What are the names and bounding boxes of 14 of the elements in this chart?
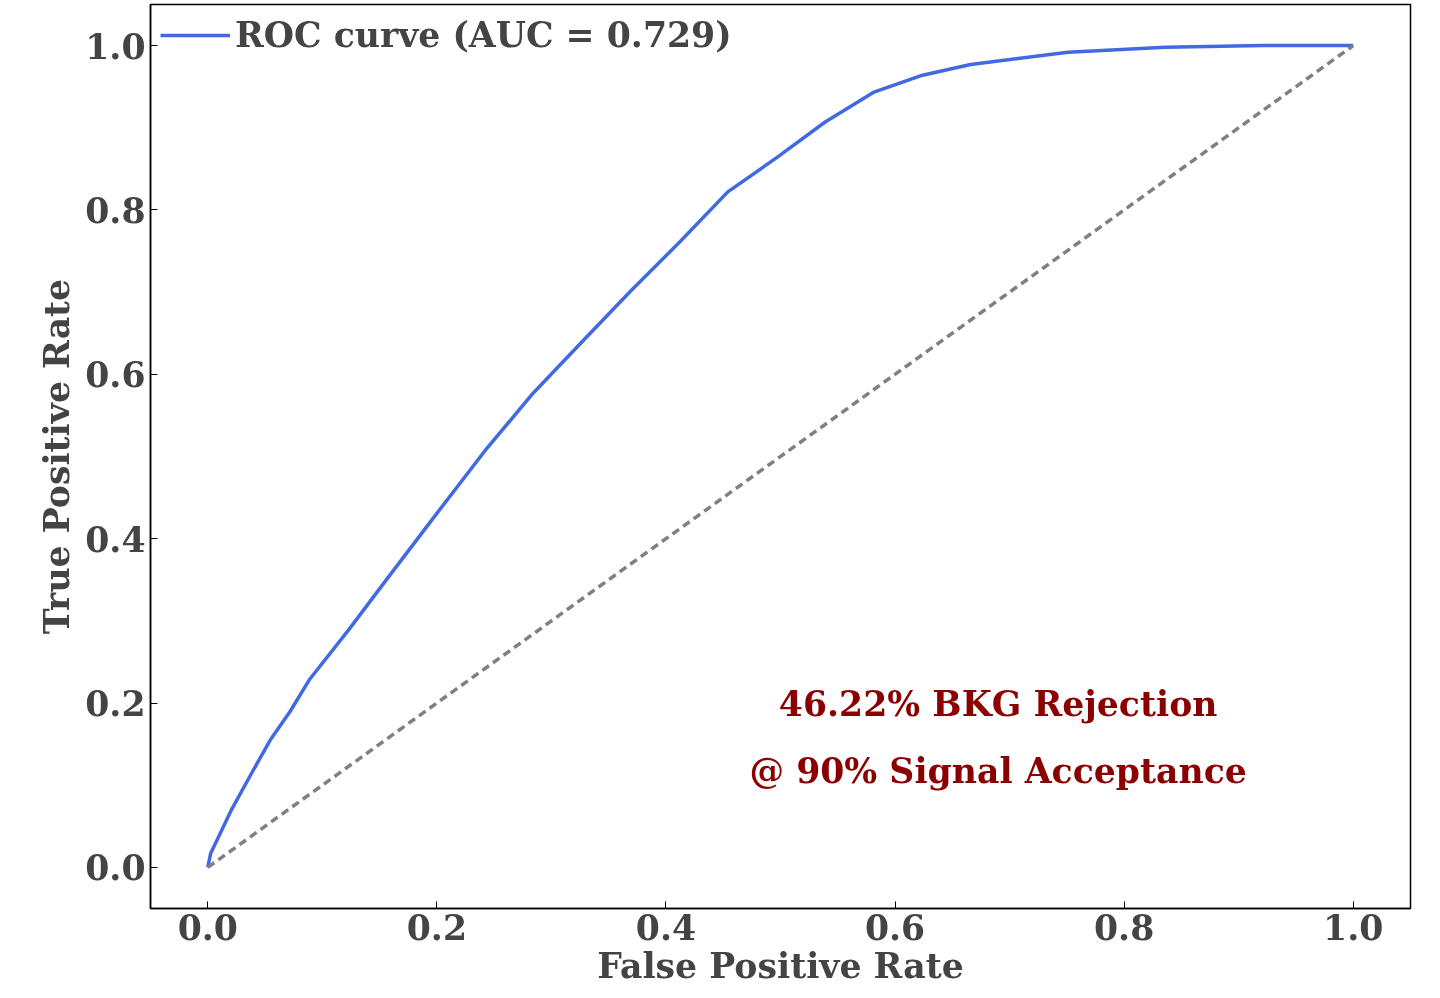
annotation: 46.22% BKG Rejection <box>778 682 1218 724</box>
y-tick-label: 0.2 <box>85 683 146 725</box>
annotation: @ 90% Signal Acceptance <box>749 749 1247 791</box>
y-tick-label: 1.0 <box>85 25 146 67</box>
legend-label: ROC curve (AUC = 0.729) <box>235 14 732 55</box>
y-tick-label: 0.8 <box>85 189 146 231</box>
y-tick-label: 0.4 <box>85 518 146 560</box>
x-tick-label: 0.2 <box>406 906 468 948</box>
x-tick-label: 0.0 <box>177 906 238 948</box>
x-tick-label: 1.0 <box>1323 906 1384 948</box>
x-tick-label: 0.8 <box>1093 906 1155 948</box>
y-tick-label: 0.0 <box>85 847 146 889</box>
y-tick-label: 0.6 <box>85 354 146 396</box>
y-axis-title: True Positive Rate <box>36 278 78 635</box>
